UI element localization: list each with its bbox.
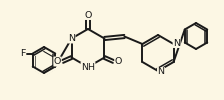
Text: O: O xyxy=(115,57,122,66)
Text: F: F xyxy=(20,49,26,58)
Text: N: N xyxy=(68,34,75,43)
Text: NH: NH xyxy=(81,62,95,72)
Text: O: O xyxy=(84,10,92,20)
Text: N: N xyxy=(173,38,180,48)
Text: N: N xyxy=(157,68,164,76)
Text: O: O xyxy=(54,57,61,66)
